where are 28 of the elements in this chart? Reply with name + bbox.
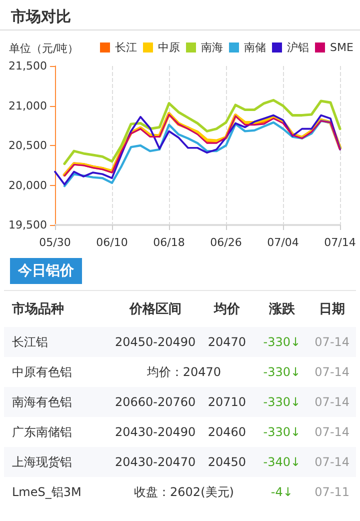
text: 上海现货铝 20430-20470 20450 -340↓ 07-14 [12, 454, 350, 469]
y-tick-label: 20,500 [8, 139, 47, 152]
x-tick-label: 05/30 [39, 236, 71, 249]
y-axis-title: 单位（元/吨） [9, 42, 79, 55]
legend-label: 沪铝 [287, 41, 309, 54]
text: 市场品种 价格区间 均价 涨跌 日期 [12, 302, 346, 317]
legend-label: 南储 [244, 41, 266, 54]
y-tick-label: 20,000 [8, 178, 47, 192]
y-tick-label: 21,500 [8, 60, 47, 72]
x-tick-label: 06/26 [210, 236, 242, 249]
text: 广东南储铝 20430-20490 20460 -330↓ 07-14 [12, 424, 350, 439]
chart-title: 市场对比 [10, 8, 71, 26]
x-tick-label: 06/10 [96, 236, 128, 249]
x-tick-label: 06/18 [153, 236, 185, 249]
x-tick-label: 07/14 [324, 236, 356, 249]
legend-label: SME [330, 41, 354, 54]
y-tick-label: 21,000 [8, 99, 47, 112]
legend-label: 中原 [158, 41, 180, 54]
text: 今日铝价 [10, 258, 82, 284]
text: 长江铝 20450-20490 20470 -330↓ 07-14 [12, 334, 350, 349]
legend-label: 长江 [115, 41, 137, 54]
x-tick-label: 07/04 [267, 236, 299, 249]
y-tick-label: 19,500 [8, 218, 47, 232]
text: LmeS_铝3M 收盘：2602(美元) -4↓ 07-11 [12, 484, 350, 499]
line-series [63, 98, 342, 166]
legend-label: 南海 [201, 41, 223, 54]
text: 中原有色铝 均价：20470 -330↓ 07-14 [12, 364, 350, 379]
text: 南海有色铝 20660-20760 20710 -330↓ 07-14 [12, 394, 350, 409]
